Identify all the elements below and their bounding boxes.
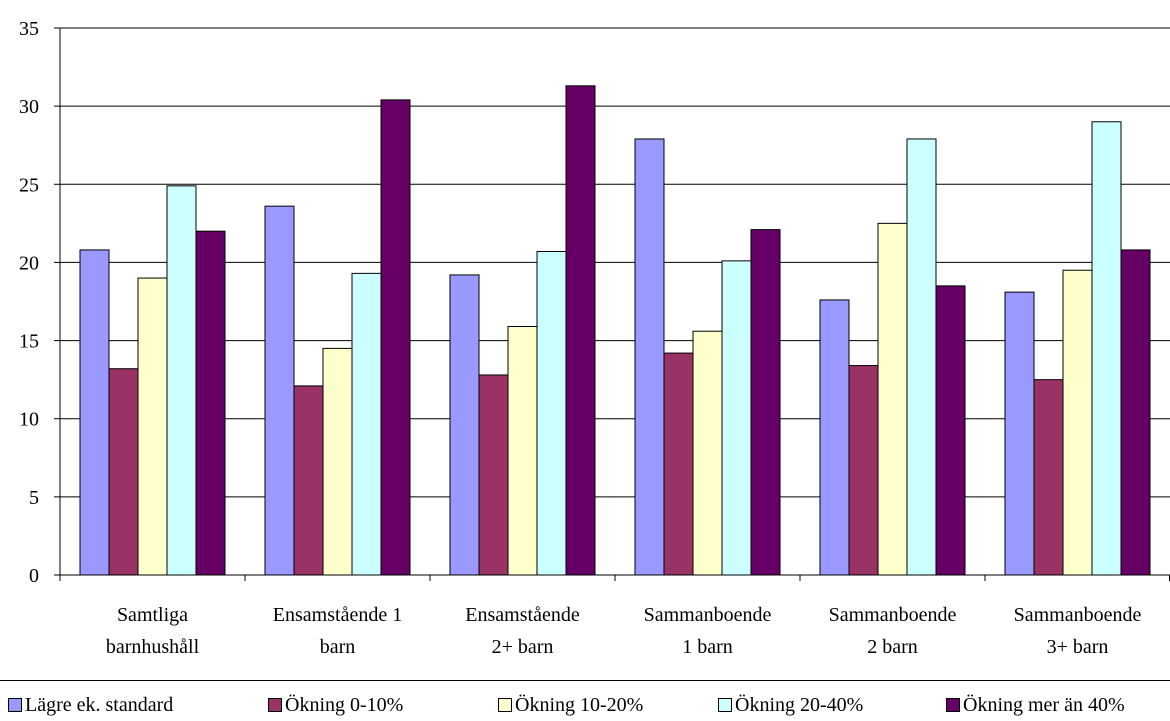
bar [195,230,226,576]
legend-label: Ökning 0-10% [285,694,404,716]
x-tick-label: Sammanboende 1 barn [644,604,772,658]
bar [848,365,879,576]
bar [322,347,353,576]
bar [1120,249,1151,576]
bar [478,374,509,576]
gridlines [60,27,1170,498]
y-tick-label: 35 [19,18,39,40]
legend-label: Ökning 10-20% [515,694,644,716]
legend-item: Ökning mer än 40% [946,693,1125,717]
y-tick-labels: 0 5 10 15 20 25 30 35 [19,18,39,587]
legend-item: Ökning 0-10% [268,693,403,717]
bar [137,277,168,576]
bar [1091,121,1122,576]
bar [819,299,850,576]
x-tick-labels: Samtliga barnhushåll Ensamstående 1 barn Ens… [106,604,1142,658]
legend-label: Lägre ek. standard [25,694,174,716]
legend-swatch [268,698,282,712]
x-tick-label: Ensamstående 1 barn [273,604,402,658]
bar [877,222,908,576]
bar [1033,379,1064,576]
legend-item: Ökning 20-40% [718,693,863,717]
x-tick-label: Sammanboende 3+ barn [1014,604,1142,658]
legend-item: Lägre ek. standard [8,693,173,717]
bar [536,250,567,576]
legend-item: Ökning 10-20% [498,693,643,717]
bar [380,99,411,576]
y-tick-label: 5 [29,487,39,509]
bar-chart: 0 5 10 15 20 25 30 35 Samtliga barnhushåll Ensams… [19,18,1170,658]
bar [449,274,480,576]
bar [351,272,382,576]
legend-swatch [946,698,960,712]
bar [906,138,937,576]
bar [935,285,966,576]
bar [79,249,110,576]
y-tick-label: 0 [29,565,39,587]
legend-swatch [718,698,732,712]
bar [1004,291,1035,576]
bar [750,229,781,576]
bar [565,85,596,576]
bar [692,330,723,576]
y-tick-label: 25 [19,174,39,196]
bar [721,260,752,576]
x-tick-label: Sammanboende 2 barn [829,604,957,658]
y-tick-label: 10 [19,409,39,431]
bar [663,352,694,576]
bar [293,385,324,576]
bar [264,205,295,576]
legend-swatch [498,698,512,712]
bar [1062,269,1093,576]
legend-label: Ökning mer än 40% [963,694,1125,716]
y-tick-label: 15 [19,331,39,353]
bar [108,368,139,576]
bar [507,326,538,576]
bars [79,85,1151,576]
x-tick-label: Samtliga barnhushåll [106,604,200,658]
y-tick-label: 20 [19,252,39,274]
axes [54,27,1170,581]
legend-swatch [8,698,22,712]
legend: Lägre ek. standard Ökning 0-10% Ökning 10-… [0,680,1170,721]
bar [166,185,197,576]
bar [634,138,665,576]
y-tick-label: 30 [19,96,39,118]
legend-label: Ökning 20-40% [735,694,864,716]
x-tick-label: Ensamstående 2+ barn [465,604,580,658]
